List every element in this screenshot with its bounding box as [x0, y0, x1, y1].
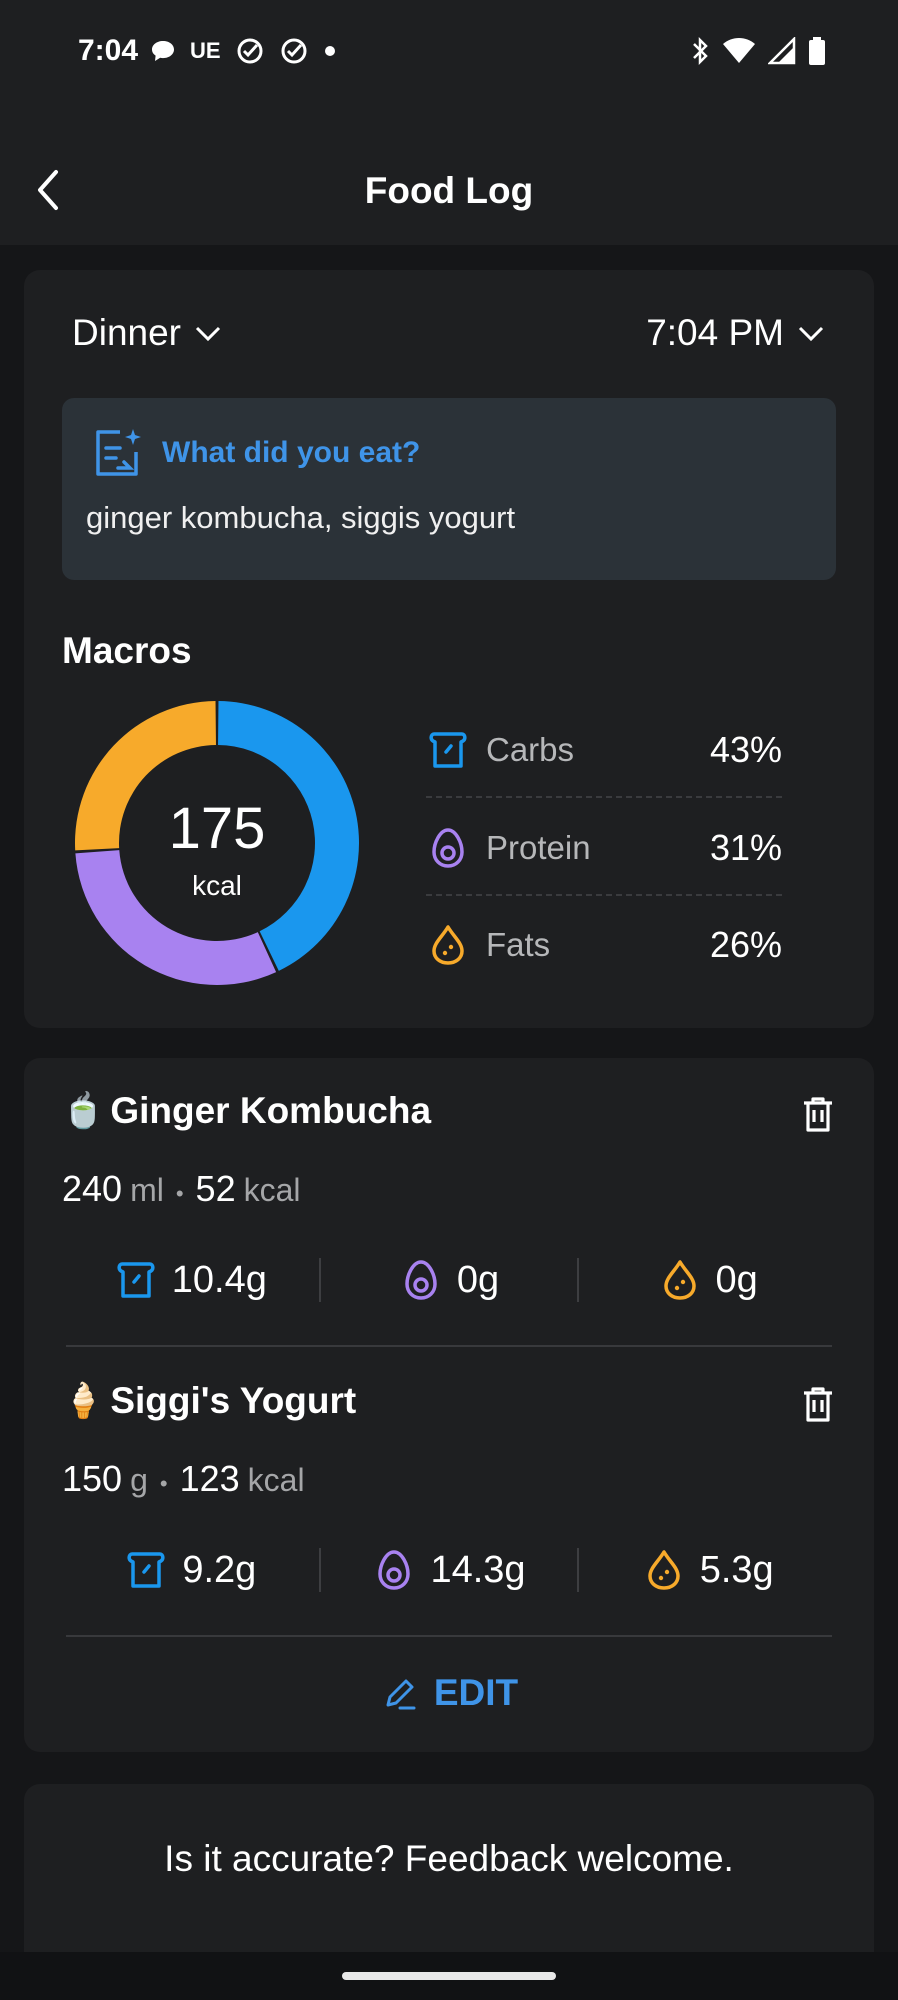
prompt-label: What did you eat?	[162, 436, 421, 469]
protein-value: 14.3g	[430, 1548, 526, 1591]
meal-summary-card	[24, 270, 874, 1028]
food-item-title: 🍦 Siggi's Yogurt	[62, 1380, 356, 1422]
divider	[426, 796, 782, 798]
protein-cell: 14.3g	[321, 1548, 578, 1592]
food-qty: 150	[62, 1458, 123, 1499]
separator-dot: •	[159, 1471, 168, 1496]
battery-icon	[809, 37, 825, 65]
chat-bubble-icon	[152, 41, 174, 61]
food-name: Ginger Kombucha	[110, 1090, 432, 1131]
divider	[318, 1258, 321, 1302]
macro-label-protein: Protein	[486, 829, 591, 866]
carbs-cell: 10.4g	[62, 1258, 319, 1302]
macros-donut-chart	[75, 701, 360, 985]
food-quantity-line: 240 ml • 52 kcal	[62, 1168, 301, 1210]
drop-icon	[647, 1550, 680, 1590]
food-qty-unit: ml	[130, 1172, 164, 1208]
food-nutrient-row: 9.2g 14.3g 5.3g	[62, 1530, 836, 1610]
feedback-text: Is it accurate? Feedback welcome.	[164, 1838, 734, 1879]
divider	[577, 1258, 580, 1302]
macro-label-carbs: Carbs	[486, 731, 575, 768]
meal-type-dropdown[interactable]: Dinner	[72, 312, 223, 354]
carbs-cell: 9.2g	[62, 1548, 319, 1592]
carbs-value: 10.4g	[171, 1258, 267, 1301]
carbs-value: 9.2g	[182, 1548, 257, 1591]
bread-icon	[117, 1262, 155, 1298]
app-header	[0, 100, 898, 245]
check-circle-icon	[281, 38, 307, 64]
egg-icon	[405, 1260, 437, 1300]
bread-icon	[127, 1552, 165, 1588]
donut-segment-carbs	[218, 701, 360, 971]
page-title: Food Log	[364, 170, 534, 211]
status-time: 7:04	[78, 34, 139, 67]
back-arrow-icon[interactable]	[24, 160, 74, 220]
bread-icon	[429, 732, 467, 768]
home-gesture-handle[interactable]	[342, 1972, 556, 1980]
check-circle-icon	[237, 38, 263, 64]
egg-icon	[432, 828, 464, 868]
fats-value: 5.3g	[699, 1548, 774, 1591]
macro-row-protein: Protein 31%	[426, 800, 782, 896]
pencil-icon	[386, 1679, 416, 1710]
drop-icon	[432, 925, 464, 965]
food-quantity-line: 150 g • 123 kcal	[62, 1458, 305, 1500]
status-icons-left: UE	[150, 36, 337, 66]
fats-value: 0g	[715, 1258, 758, 1301]
macro-percent-carbs: 43%	[709, 729, 782, 770]
food-description-box[interactable]	[62, 398, 836, 580]
protein-value: 0g	[456, 1258, 500, 1301]
food-emoji: 🍵	[62, 1092, 105, 1130]
chevron-down-icon	[195, 326, 221, 342]
macro-percent-fats: 26%	[709, 924, 782, 965]
donut-segment-fats	[75, 701, 216, 851]
meal-time-label: 7:04 PM	[646, 312, 784, 353]
fats-cell: 0g	[579, 1258, 836, 1302]
drop-icon	[663, 1260, 696, 1300]
food-kcal: 123	[179, 1458, 240, 1499]
food-kcal: 52	[195, 1168, 236, 1209]
trash-icon[interactable]	[798, 1384, 838, 1424]
separator-dot: •	[175, 1181, 184, 1206]
divider	[318, 1548, 321, 1592]
food-nutrient-row: 10.4g 0g 0g	[62, 1240, 836, 1320]
food-name: Siggi's Yogurt	[110, 1380, 357, 1421]
donut-segment-protein	[75, 850, 277, 985]
wifi-icon	[723, 38, 755, 63]
meal-type-label: Dinner	[72, 312, 181, 353]
meal-time-dropdown[interactable]: 7:04 PM	[646, 312, 826, 354]
food-kcal-unit: kcal	[243, 1172, 301, 1208]
macro-row-carbs: Carbs 43%	[426, 702, 782, 798]
food-emoji: 🍦	[62, 1382, 105, 1420]
food-item-title: 🍵 Ginger Kombucha	[62, 1090, 431, 1132]
food-qty: 240	[62, 1168, 123, 1209]
bluetooth-icon	[693, 36, 708, 66]
divider	[426, 894, 782, 896]
ai-note-icon	[96, 429, 141, 476]
food-description-text: ginger kombucha, siggis yogurt	[86, 500, 516, 535]
total-kcal-unit: kcal	[192, 870, 242, 901]
total-kcal-value: 175	[168, 796, 266, 861]
status-icons-right	[690, 36, 826, 66]
divider	[577, 1548, 580, 1592]
macro-label-fats: Fats	[486, 926, 551, 963]
chevron-down-icon	[798, 326, 824, 342]
edit-label: EDIT	[433, 1672, 519, 1713]
protein-cell: 0g	[321, 1258, 578, 1302]
edit-button[interactable]: EDIT	[0, 1672, 898, 1714]
dot-icon	[324, 46, 335, 56]
signal-icon	[768, 37, 796, 65]
fats-cell: 5.3g	[579, 1548, 836, 1592]
macro-row-fats: Fats 26%	[426, 897, 782, 993]
carrier-label: UE	[190, 38, 221, 63]
divider	[66, 1635, 832, 1637]
divider	[66, 1345, 832, 1347]
food-qty-unit: g	[130, 1462, 148, 1498]
egg-icon	[378, 1550, 411, 1590]
trash-icon[interactable]	[798, 1094, 838, 1134]
macros-heading: Macros	[62, 630, 192, 671]
macro-percent-protein: 31%	[709, 827, 782, 868]
food-kcal-unit: kcal	[247, 1462, 305, 1498]
